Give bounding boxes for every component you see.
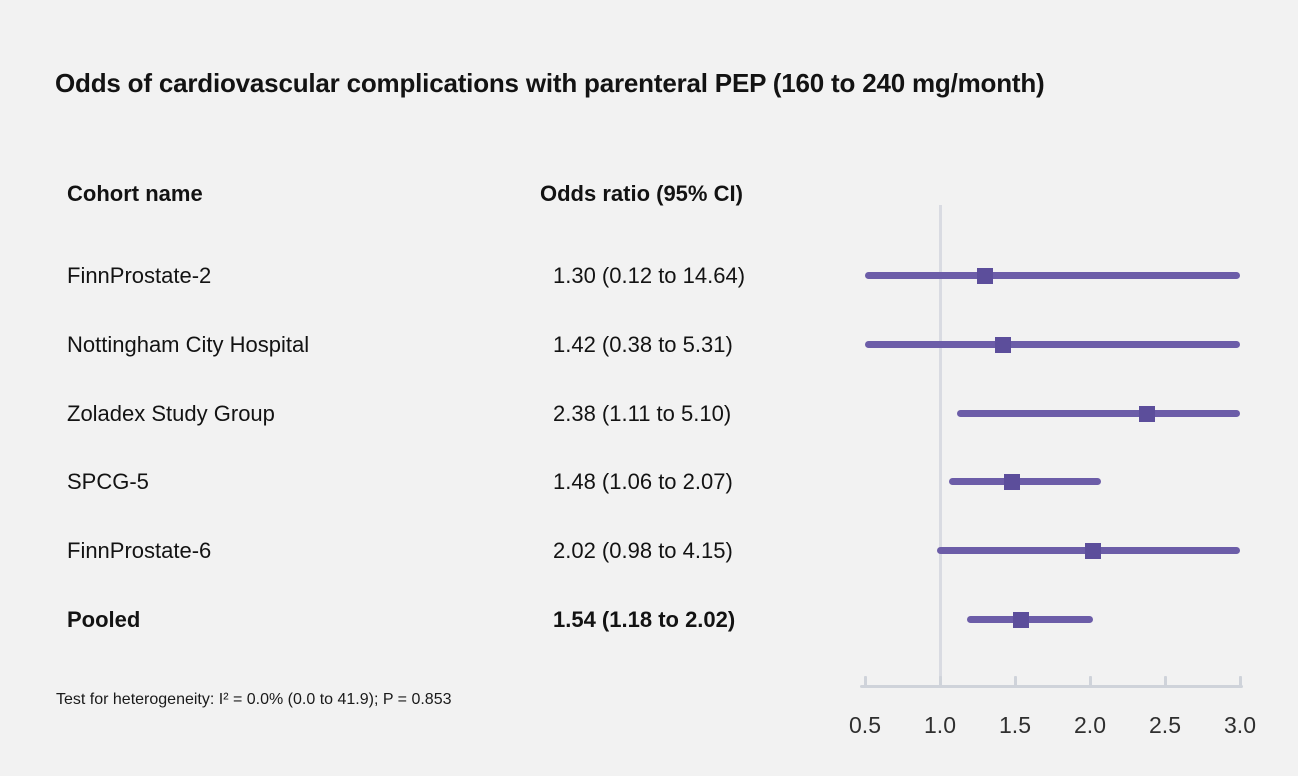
cohort-label: FinnProstate-6 bbox=[67, 538, 212, 563]
axis-tick bbox=[863, 676, 867, 686]
x-axis-line bbox=[860, 685, 1243, 688]
odds-ratio-value: 1.48 (1.06 to 2.07) bbox=[553, 469, 733, 494]
axis-tick-label: 1.0 bbox=[924, 712, 956, 738]
axis-tick-label: 0.5 bbox=[849, 712, 881, 738]
confidence-interval-line bbox=[967, 616, 1093, 623]
axis-tick bbox=[1013, 676, 1017, 686]
point-estimate-marker bbox=[1004, 474, 1020, 490]
odds-ratio-value: 1.30 (0.12 to 14.64) bbox=[553, 263, 746, 288]
odds-ratio-value: 2.38 (1.11 to 5.10) bbox=[553, 401, 732, 426]
confidence-interval-line bbox=[865, 341, 1240, 348]
cohort-label: Zoladex Study Group bbox=[67, 401, 275, 426]
cohort-label: FinnProstate-2 bbox=[67, 263, 212, 288]
axis-tick-label: 1.5 bbox=[999, 712, 1031, 738]
cohort-label: SPCG-5 bbox=[67, 469, 149, 494]
confidence-interval-line bbox=[956, 410, 1240, 417]
point-estimate-marker bbox=[1013, 612, 1029, 628]
point-estimate-marker bbox=[995, 337, 1011, 353]
cohort-label: Pooled bbox=[67, 607, 141, 632]
point-estimate-marker bbox=[1085, 543, 1101, 559]
odds-ratio-value: 1.42 (0.38 to 5.31) bbox=[553, 332, 733, 357]
axis-tick-label: 2.0 bbox=[1074, 712, 1106, 738]
column-header-cohort: Cohort name bbox=[67, 181, 203, 206]
heterogeneity-footnote: Test for heterogeneity: I² = 0.0% (0.0 t… bbox=[56, 691, 452, 708]
axis-tick bbox=[1163, 676, 1167, 686]
odds-ratio-value: 2.02 (0.98 to 4.15) bbox=[553, 538, 733, 563]
chart-title: Odds of cardiovascular complications wit… bbox=[55, 68, 1045, 98]
cohort-label: Nottingham City Hospital bbox=[67, 332, 310, 357]
confidence-interval-line bbox=[865, 272, 1240, 279]
reference-line bbox=[938, 205, 942, 686]
axis-tick-label: 2.5 bbox=[1149, 712, 1181, 738]
point-estimate-marker bbox=[977, 268, 993, 284]
point-estimate-marker bbox=[1139, 406, 1155, 422]
column-header-odds-ratio: Odds ratio (95% CI) bbox=[540, 181, 743, 206]
odds-ratio-value: 1.54 (1.18 to 2.02) bbox=[553, 607, 736, 632]
axis-tick-label: 3.0 bbox=[1224, 712, 1256, 738]
axis-tick bbox=[1238, 676, 1242, 686]
axis-tick bbox=[1088, 676, 1092, 686]
confidence-interval-line bbox=[949, 478, 1101, 485]
axis-tick bbox=[938, 676, 942, 686]
